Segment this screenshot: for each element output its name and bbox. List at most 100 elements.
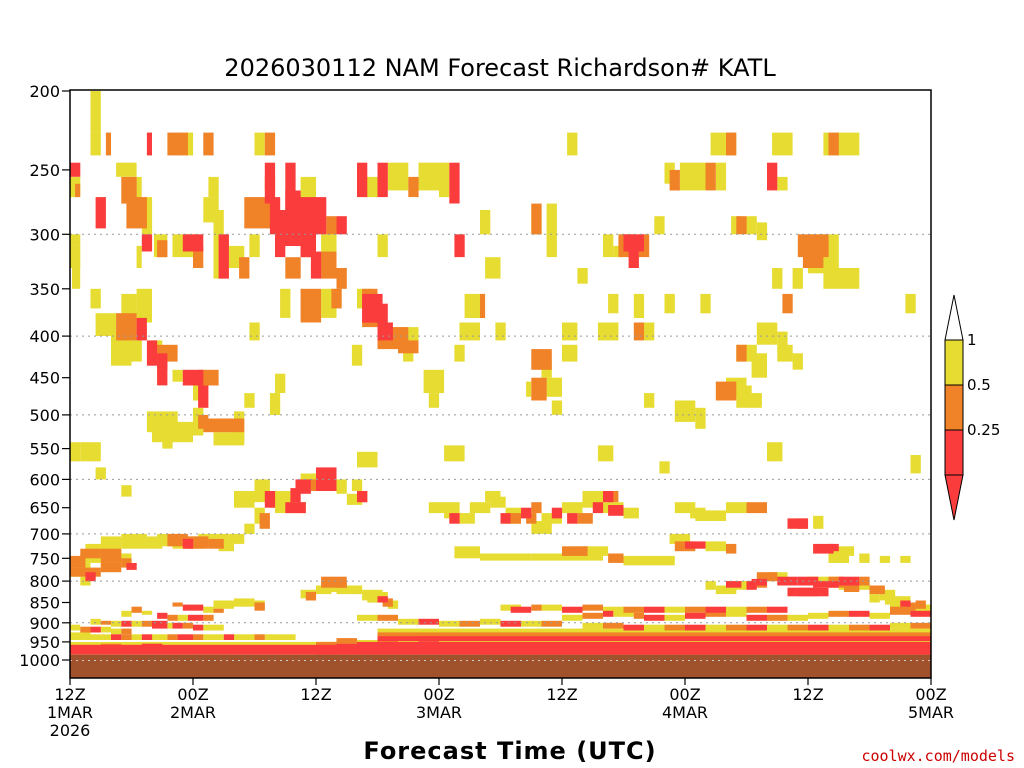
heatmap-cell [659, 461, 670, 474]
heatmap-cell [746, 502, 767, 514]
heatmap-cell [131, 634, 142, 640]
heatmap-cell [500, 620, 521, 627]
heatmap-cell [398, 618, 419, 625]
heatmap-cell [213, 624, 224, 631]
heatmap-cell [234, 418, 245, 433]
heatmap-cell [100, 563, 122, 573]
heatmap-cell [377, 628, 931, 635]
heatmap-cell [439, 620, 460, 627]
x-tick-label: 00Z [177, 685, 208, 704]
heatmap-cell [90, 91, 101, 133]
heatmap-cell [116, 313, 137, 341]
heatmap-cell [198, 414, 209, 429]
heatmap-cell [464, 293, 480, 318]
heatmap-cell [828, 624, 849, 631]
heatmap-cell [726, 610, 747, 617]
heatmap-cell [146, 340, 158, 366]
heatmap-cell [398, 340, 419, 354]
heatmap-cell [172, 622, 183, 629]
heatmap-cell [70, 624, 81, 631]
heatmap-cell [562, 502, 583, 514]
heatmap-cell [843, 583, 860, 592]
heatmap-cell [751, 578, 767, 586]
heatmap-cell [480, 618, 501, 625]
heatmap-cell [213, 608, 224, 613]
heatmap-cell [357, 451, 378, 468]
heatmap-cell [746, 581, 757, 590]
heatmap-cell [582, 553, 603, 561]
heatmap-cell [577, 268, 588, 284]
heatmap-cell [136, 245, 142, 268]
heatmap-cell [223, 634, 235, 640]
heatmap-cell [741, 385, 752, 401]
heatmap-cell [787, 518, 808, 529]
heatmap-cell [95, 313, 117, 336]
heatmap-cell [756, 322, 778, 345]
heatmap-cell [813, 581, 839, 588]
heatmap-cell [131, 620, 142, 627]
heatmap-cell [623, 507, 639, 519]
heatmap-cell [746, 606, 767, 613]
heatmap-cell [608, 505, 624, 516]
heatmap-cell [787, 614, 808, 621]
heatmap-cell [644, 614, 665, 621]
heatmap-cell [131, 606, 142, 613]
heatmap-cell [823, 268, 860, 289]
heatmap-cell [269, 393, 281, 415]
heatmap-cell [469, 502, 491, 514]
heatmap-cell [808, 612, 829, 619]
heatmap-cell [321, 576, 347, 588]
heatmap-cell [203, 624, 214, 631]
x-tick-label: 12Z [54, 685, 85, 704]
credit-text: coolwx.com/models [861, 747, 1015, 765]
heatmap-cell [141, 634, 153, 640]
heatmap-cell [541, 620, 562, 627]
heatmap-cell [808, 624, 829, 631]
heatmap-cell [879, 555, 891, 563]
heatmap-cell [695, 510, 727, 521]
heatmap-cell [351, 344, 363, 366]
heatmap-cell [141, 610, 153, 615]
heatmap-cell [234, 634, 255, 640]
heatmap-cell [792, 353, 803, 370]
heatmap-cell [838, 576, 860, 586]
heatmap-cell [849, 624, 870, 631]
heatmap-cell [915, 600, 926, 609]
heatmap-cell [756, 572, 778, 582]
heatmap-cell [167, 634, 178, 640]
heatmap-cell [562, 614, 583, 621]
heatmap-cell [541, 604, 562, 611]
heatmap-cell [546, 203, 557, 235]
heatmap-cell [131, 340, 142, 362]
heatmap-cell [418, 162, 439, 191]
heatmap-cell [182, 369, 204, 386]
x-axis-label: Forecast Time (UTC) [363, 737, 656, 765]
heatmap-cell [254, 634, 265, 640]
heatmap-cell [300, 176, 316, 204]
heatmap-cell [705, 610, 726, 617]
heatmap-cell [234, 491, 255, 508]
heatmap-cell [300, 234, 316, 258]
heatmap-cell [715, 381, 737, 401]
heatmap-cell [162, 435, 173, 449]
heatmap-cell [736, 344, 747, 362]
heatmap-cell [480, 210, 491, 235]
heatmap-cell [531, 349, 552, 370]
heatmap-cell [408, 176, 419, 198]
heatmap-cell [644, 555, 665, 566]
x-tick-label: 00Z [423, 685, 454, 704]
heatmap-cell [285, 257, 301, 279]
heatmap-cell [70, 234, 81, 246]
heatmap-cell [203, 132, 214, 156]
heatmap-cell [316, 585, 332, 595]
x-tick-label: 5MAR [908, 703, 954, 722]
y-tick-label: 250 [29, 161, 60, 180]
heatmap-cell [141, 620, 153, 627]
heatmap-cell [264, 162, 276, 204]
heatmap-cell [449, 162, 460, 204]
y-tick-label: 750 [29, 549, 60, 568]
heatmap-cell [869, 594, 880, 603]
heatmap-cell [884, 596, 911, 605]
y-tick-label: 550 [29, 440, 60, 459]
heatmap-cell [285, 162, 296, 217]
